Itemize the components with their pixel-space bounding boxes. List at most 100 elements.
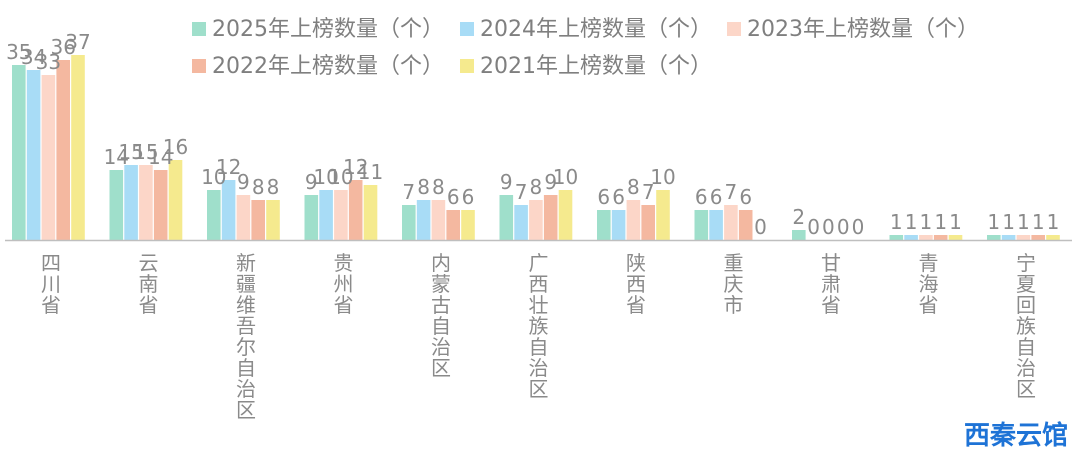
legend-label-2024: 2024年上榜数量（个） [480,17,712,42]
bar-value-label: 1 [1047,210,1060,234]
legend-label-2022: 2022年上榜数量（个） [212,54,444,79]
brand-watermark: 西秦云馆 [964,420,1068,451]
legend-swatch-2022 [192,59,206,73]
bar-value-label: 14 [104,145,129,169]
bar [221,180,236,240]
bar [26,70,41,240]
bar-value-label: 1 [905,210,918,234]
bar-value-label: 15 [133,140,158,164]
bar [348,180,363,240]
bar [709,210,723,240]
bar-value-label: 10 [650,165,675,189]
bar [792,230,806,240]
bar [904,235,918,240]
bar [41,75,56,240]
bar [641,205,655,240]
bar [1016,235,1031,240]
category-label: 新疆维吾尔自治区 [236,251,256,422]
bar-value-label: 0 [754,215,767,239]
bar [611,210,626,240]
bar-value-label: 8 [627,175,640,199]
legend-swatch-2021 [460,59,474,73]
bar-value-label: 7 [402,180,415,204]
bar-value-label: 6 [612,185,625,209]
bar [919,235,933,240]
bars [12,55,1060,240]
bar [543,195,558,240]
bar-value-label: 10 [313,165,338,189]
legend: 2025年上榜数量（个） 2024年上榜数量（个） 2023年上榜数量（个） 2022… [192,17,979,79]
bar [558,190,573,240]
bar-value-label: 1 [987,210,1000,234]
bar-value-label: 1 [949,210,962,234]
bar [694,210,709,240]
bar-value-label: 6 [447,185,460,209]
bar [933,235,948,240]
bar-value-label: 1 [934,210,947,234]
bar-value-label: 8 [417,175,430,199]
bar-value-label: 14 [148,145,173,169]
bar-value-label: 10 [553,165,578,189]
bar-value-label: 9 [237,170,250,194]
bar [402,205,416,240]
bar [514,205,528,240]
category-label: 甘肃省 [821,251,841,317]
category-label: 云南省 [139,251,159,317]
category-label: 广西壮族自治区 [529,251,549,401]
category-label: 重庆市 [724,251,744,317]
bar-value-label: 9 [544,170,557,194]
bar [363,185,378,240]
bar-value-label: 9 [500,170,513,194]
bar-value-label: 0 [852,215,865,239]
bar [1031,235,1045,240]
bar [1001,235,1016,240]
legend-label-2021: 2021年上榜数量（个） [480,54,712,79]
bar [446,210,460,240]
bar-value-label: 1 [1032,210,1045,234]
bar-value-label: 7 [642,180,655,204]
bar-value-label: 7 [725,180,738,204]
bar [168,160,183,240]
bar-value-label: 8 [432,175,445,199]
bar-value-label: 35 [6,40,31,64]
bar-value-label: 6 [597,185,610,209]
bar [109,170,124,240]
bar [71,55,85,240]
bar-value-label: 6 [739,185,752,209]
bar [266,200,280,240]
bar [236,195,251,240]
bar-value-label: 11 [358,160,383,184]
bar-value-label: 0 [807,215,820,239]
bar [139,165,153,240]
bar [597,210,611,240]
bar-value-label: 8 [267,175,280,199]
bar-value-label: 6 [710,185,723,209]
bar-value-label: 12 [343,155,368,179]
bar-value-label: 2 [792,205,805,229]
category-label: 贵州省 [334,251,354,317]
bar-value-label: 6 [695,185,708,209]
bar-value-label: 1 [920,210,933,234]
legend-label-2023: 2023年上榜数量（个） [747,17,979,42]
bar [656,190,670,240]
bar-value-label: 36 [50,35,75,59]
bar-value-label: 10 [328,165,353,189]
bar [529,200,543,240]
bar [987,235,1001,240]
bar-value-label: 10 [201,165,226,189]
legend-swatch-2025 [192,22,206,36]
category-label: 宁夏回族自治区 [1016,251,1036,401]
category-label: 青海省 [919,251,939,317]
bar-value-label: 0 [837,215,850,239]
bar [124,165,138,240]
category-label: 陕西省 [626,251,646,317]
bar-value-label: 8 [252,175,265,199]
bar [304,195,319,240]
legend-label-2025: 2025年上榜数量（个） [212,17,444,42]
bar [738,210,753,240]
bar-value-label: 0 [822,215,835,239]
bar [153,170,168,240]
bar-value-label: 16 [163,135,188,159]
